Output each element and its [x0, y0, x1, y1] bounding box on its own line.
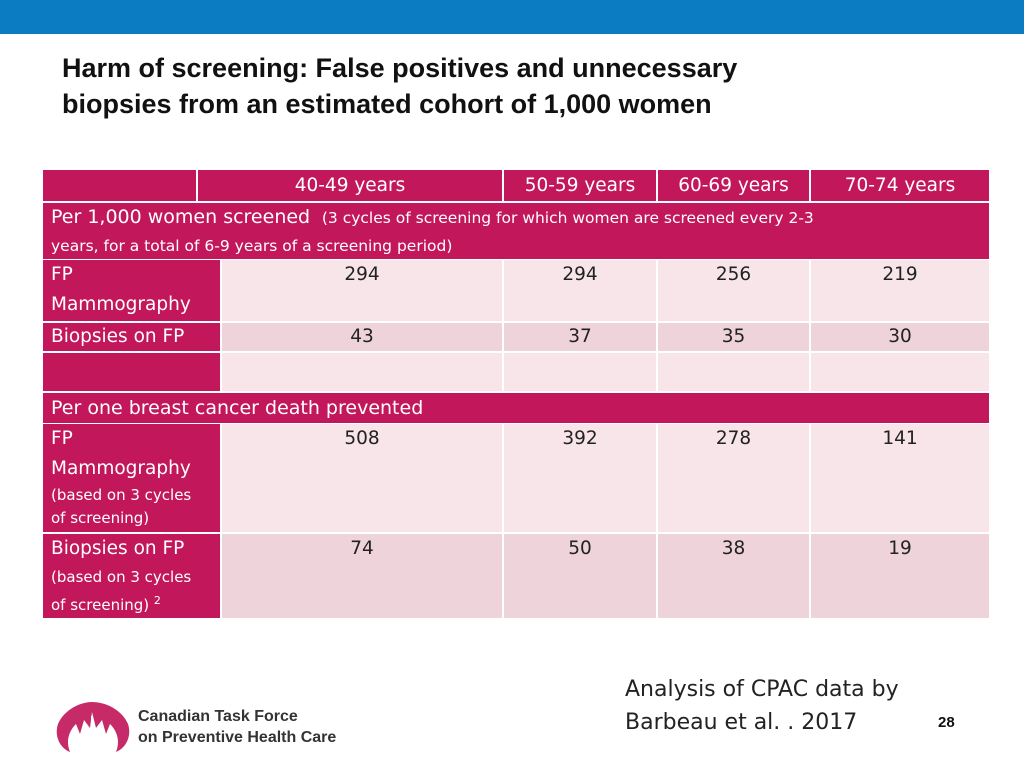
empty-cell [811, 353, 989, 391]
section-per-death-prevented: Per one breast cancer death prevented [43, 393, 989, 423]
table-cell: 38 [658, 534, 809, 618]
section-per-death-label: Per one breast cancer death prevented [51, 397, 424, 419]
table-cell: 43 [222, 323, 502, 351]
row-label-line: FP [51, 264, 73, 285]
row-label-biopsies-per-death: Biopsies on FP (based on 3 cycles of scr… [43, 534, 220, 618]
footnote-marker: 2 [153, 594, 161, 607]
maple-leaf-logo-icon [56, 702, 130, 752]
header-40-49: 40-49 years [198, 170, 502, 201]
table-cell: 508 [222, 424, 502, 532]
section-per-1000-women: Per 1,000 women screened (3 cycles of sc… [43, 203, 989, 259]
table-cell: 294 [504, 260, 656, 321]
table-cell: 35 [658, 323, 809, 351]
row-label-line: FP [51, 428, 73, 449]
header-70-74: 70-74 years [811, 170, 989, 201]
table-cell: 74 [222, 534, 502, 618]
logo-text: Canadian Task Force on Preventive Health… [138, 706, 336, 748]
page-number: 28 [938, 714, 955, 731]
header-50-59: 50-59 years [504, 170, 656, 201]
section-per-1000-note-1: (3 cycles of screening for which women a… [321, 209, 814, 227]
empty-cell [504, 353, 656, 391]
row-label-line: Mammography [51, 294, 191, 315]
row-label-note: (based on 3 cycles [51, 568, 192, 586]
empty-cell [222, 353, 502, 391]
section-per-1000-label: Per 1,000 women screened [51, 206, 311, 228]
row-label-line: Biopsies on FP [51, 538, 185, 559]
table-cell: 256 [658, 260, 809, 321]
table-cell: 141 [811, 424, 989, 532]
table-cell: 392 [504, 424, 656, 532]
row-label-biopsies-on-fp: Biopsies on FP [43, 323, 220, 351]
table-cell: 30 [811, 323, 989, 351]
table-cell: 19 [811, 534, 989, 618]
logo-text-line-1: Canadian Task Force [138, 708, 298, 725]
row-label-note: of screening) [51, 509, 150, 527]
header-empty-cell [43, 170, 196, 201]
logo-text-line-2: on Preventive Health Care [138, 729, 337, 746]
slide-title: Harm of screening: False positives and u… [62, 50, 962, 122]
empty-label-cell [43, 353, 220, 391]
row-label-note: of screening) [51, 596, 150, 614]
section-per-1000-note-2: years, for a total of 6-9 years of a scr… [51, 237, 453, 255]
slide-title-line-1: Harm of screening: False positives and u… [62, 53, 738, 83]
table-cell: 278 [658, 424, 809, 532]
source-citation: Analysis of CPAC data by Barbeau et al. … [625, 673, 955, 739]
source-line-2: Barbeau et al. . 2017 [625, 710, 858, 735]
row-label-note-with-footnote: of screening) 2 [51, 589, 220, 617]
slide-title-line-2: biopsies from an estimated cohort of 1,0… [62, 89, 712, 119]
header-60-69: 60-69 years [658, 170, 809, 201]
table-cell: 50 [504, 534, 656, 618]
empty-cell [658, 353, 809, 391]
source-line-1: Analysis of CPAC data by [625, 677, 899, 702]
table-cell: 294 [222, 260, 502, 321]
top-accent-bar [0, 0, 1024, 34]
row-label-note: (based on 3 cycles [51, 486, 192, 504]
row-label-fp-mammography-per-death: FP Mammography (based on 3 cycles of scr… [43, 424, 220, 532]
table-cell: 37 [504, 323, 656, 351]
harms-table: 40-49 years 50-59 years 60-69 years 70-7… [43, 170, 989, 618]
row-label-fp-mammography: FP Mammography [43, 260, 220, 321]
table-cell: 219 [811, 260, 989, 321]
row-label-line: Mammography [51, 458, 191, 479]
